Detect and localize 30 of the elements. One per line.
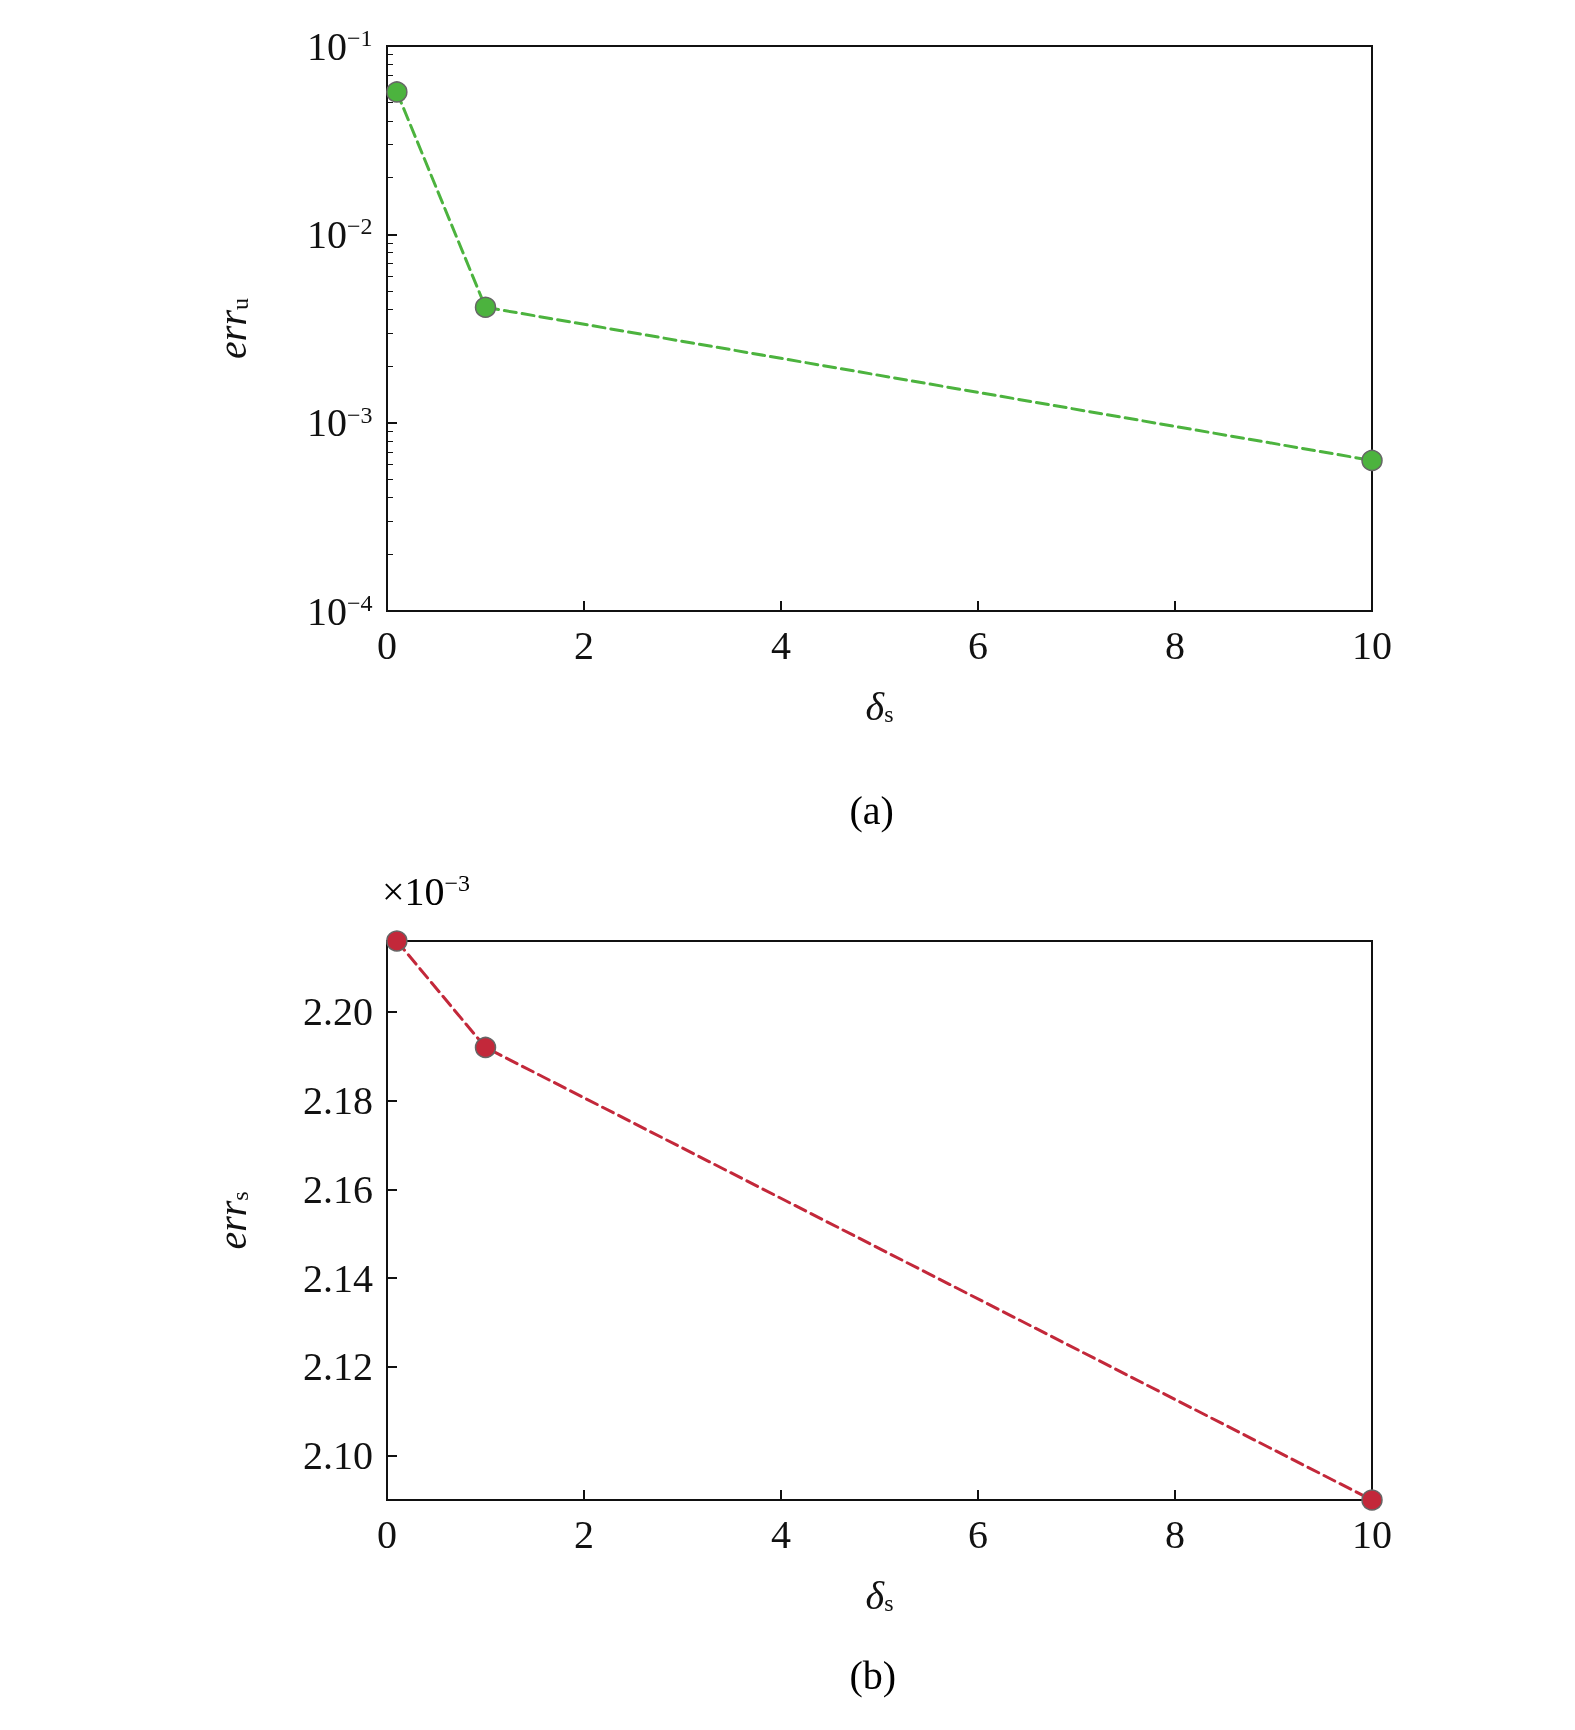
x-tick-label: 6 (968, 622, 988, 668)
x-tick-label: 8 (1165, 1511, 1185, 1557)
x-axis-title: δs (865, 1572, 894, 1618)
y-tick-label: 2.12 (303, 1344, 373, 1390)
y-tick-label: 2.16 (303, 1166, 373, 1212)
point (474, 296, 497, 318)
x-tick-label: 4 (771, 622, 791, 668)
y-tick-label: 2.18 (303, 1078, 373, 1124)
x-tick-label: 0 (377, 622, 397, 668)
x-axis-title: δs (865, 683, 894, 729)
x-tick-label: 10 (1352, 1511, 1392, 1557)
x-tick-label: 2 (574, 622, 594, 668)
x-tick-label: 2 (574, 1511, 594, 1557)
x-tick-label: 10 (1352, 622, 1392, 668)
point (474, 1036, 497, 1059)
y-axis-title: erru (209, 298, 255, 359)
x-tick-label: 6 (968, 1511, 988, 1557)
x-tick-label: 0 (377, 1511, 397, 1557)
y-axis-title: errs (209, 1191, 255, 1250)
y-tick-label: 2.10 (303, 1433, 373, 1479)
point (1361, 1489, 1383, 1511)
text: (a) (849, 787, 894, 833)
point (1361, 449, 1383, 472)
x-tick-label: 4 (771, 1511, 791, 1557)
point (386, 930, 408, 952)
text: (b) (849, 1652, 897, 1698)
y-tick-label: 2.20 (303, 989, 373, 1035)
x-tick-label: 8 (1165, 622, 1185, 668)
point (386, 81, 408, 103)
y-tick-label: 2.14 (303, 1255, 373, 1301)
